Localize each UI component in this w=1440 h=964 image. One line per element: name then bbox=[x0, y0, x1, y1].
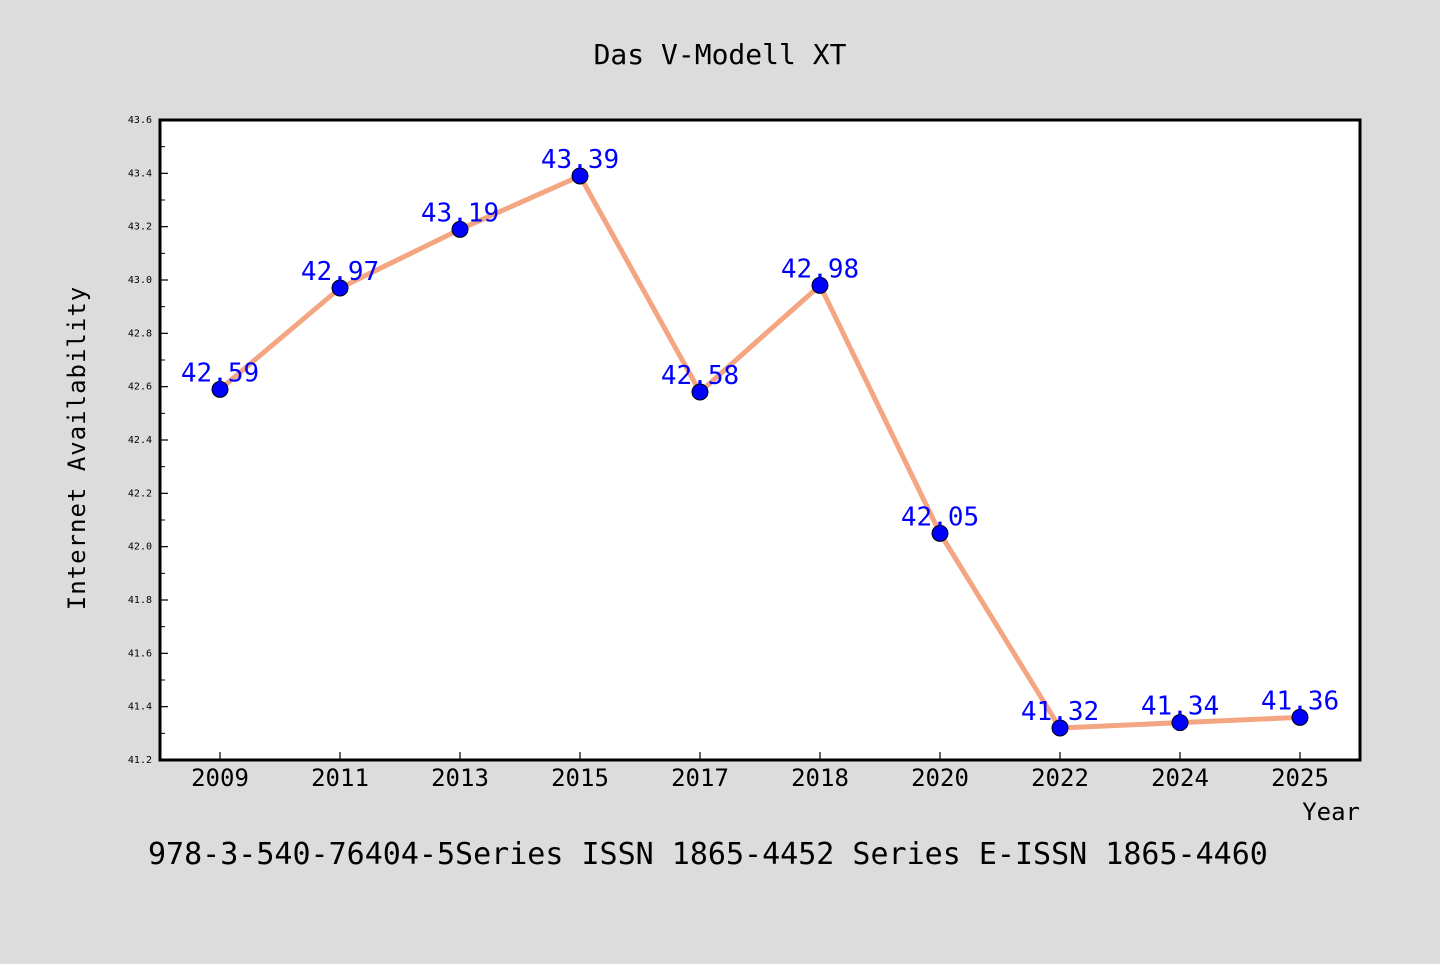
x-axis: 2009 2011 2013 2015 2017 2018 2020 2022 2024 2025 bbox=[191, 752, 1329, 792]
series-group: 42.59 42.97 43.19 43.39 42.58 42.98 42.05 41.32… bbox=[181, 145, 1339, 737]
data-point bbox=[451, 220, 469, 238]
data-point bbox=[931, 524, 949, 542]
series-line bbox=[217, 173, 1303, 731]
data-label: 41.34 bbox=[1141, 692, 1219, 722]
data-point bbox=[1051, 719, 1069, 737]
data-point bbox=[571, 167, 589, 185]
data-label: 43.19 bbox=[421, 198, 499, 228]
data-label: 42.05 bbox=[901, 502, 979, 532]
data-label: 42.58 bbox=[661, 361, 739, 391]
data-point bbox=[211, 380, 229, 398]
y-tick-label: 41.6 bbox=[128, 648, 152, 659]
data-point bbox=[691, 383, 709, 401]
y-tick-label: 42.6 bbox=[128, 382, 152, 393]
y-tick-label: 43.0 bbox=[128, 275, 152, 286]
y-tick-label: 41.4 bbox=[128, 702, 152, 713]
x-tick-label: 2020 bbox=[911, 764, 969, 792]
data-label: 42.98 bbox=[781, 254, 859, 284]
y-tick-label: 41.2 bbox=[128, 755, 152, 766]
data-label: 41.32 bbox=[1021, 697, 1099, 727]
y-tick-label: 42.2 bbox=[128, 488, 152, 499]
data-label: 42.97 bbox=[301, 257, 379, 287]
y-tick-label: 42.8 bbox=[128, 328, 152, 339]
chart-title: Das V-Modell XT bbox=[594, 38, 847, 71]
x-tick-label: 2018 bbox=[791, 764, 849, 792]
data-point bbox=[811, 276, 829, 294]
y-tick-label: 42.0 bbox=[128, 542, 152, 553]
data-point bbox=[1291, 708, 1309, 726]
x-tick-label: 2025 bbox=[1271, 764, 1329, 792]
x-tick-label: 2013 bbox=[431, 764, 489, 792]
x-axis-label: Year bbox=[1302, 798, 1360, 826]
y-tick-label: 43.6 bbox=[128, 115, 152, 126]
x-tick-label: 2015 bbox=[551, 764, 609, 792]
x-tick-label: 2024 bbox=[1151, 764, 1209, 792]
y-axis-label: Internet Availability bbox=[63, 286, 91, 610]
x-tick-label: 2011 bbox=[311, 764, 369, 792]
data-label: 42.59 bbox=[181, 358, 259, 388]
data-point bbox=[1171, 714, 1189, 732]
x-tick-label: 2009 bbox=[191, 764, 249, 792]
y-tick-label: 42.4 bbox=[128, 435, 152, 446]
data-point bbox=[331, 279, 349, 297]
y-axis: 41.2 41.4 41.6 41.8 42.0 42.2 42.4 42.6 42.8 43.0… bbox=[128, 115, 168, 766]
y-tick-label: 43.4 bbox=[128, 168, 152, 179]
x-tick-label: 2022 bbox=[1031, 764, 1089, 792]
y-tick-label: 41.8 bbox=[128, 595, 152, 606]
y-tick-label: 43.2 bbox=[128, 222, 152, 233]
data-label: 43.39 bbox=[541, 145, 619, 175]
plot-area bbox=[158, 118, 1362, 762]
x-tick-label: 2017 bbox=[671, 764, 729, 792]
data-label: 41.36 bbox=[1261, 686, 1339, 716]
footer-text: 978-3-540-76404-5Series ISSN 1865-4452 S… bbox=[148, 837, 1268, 872]
